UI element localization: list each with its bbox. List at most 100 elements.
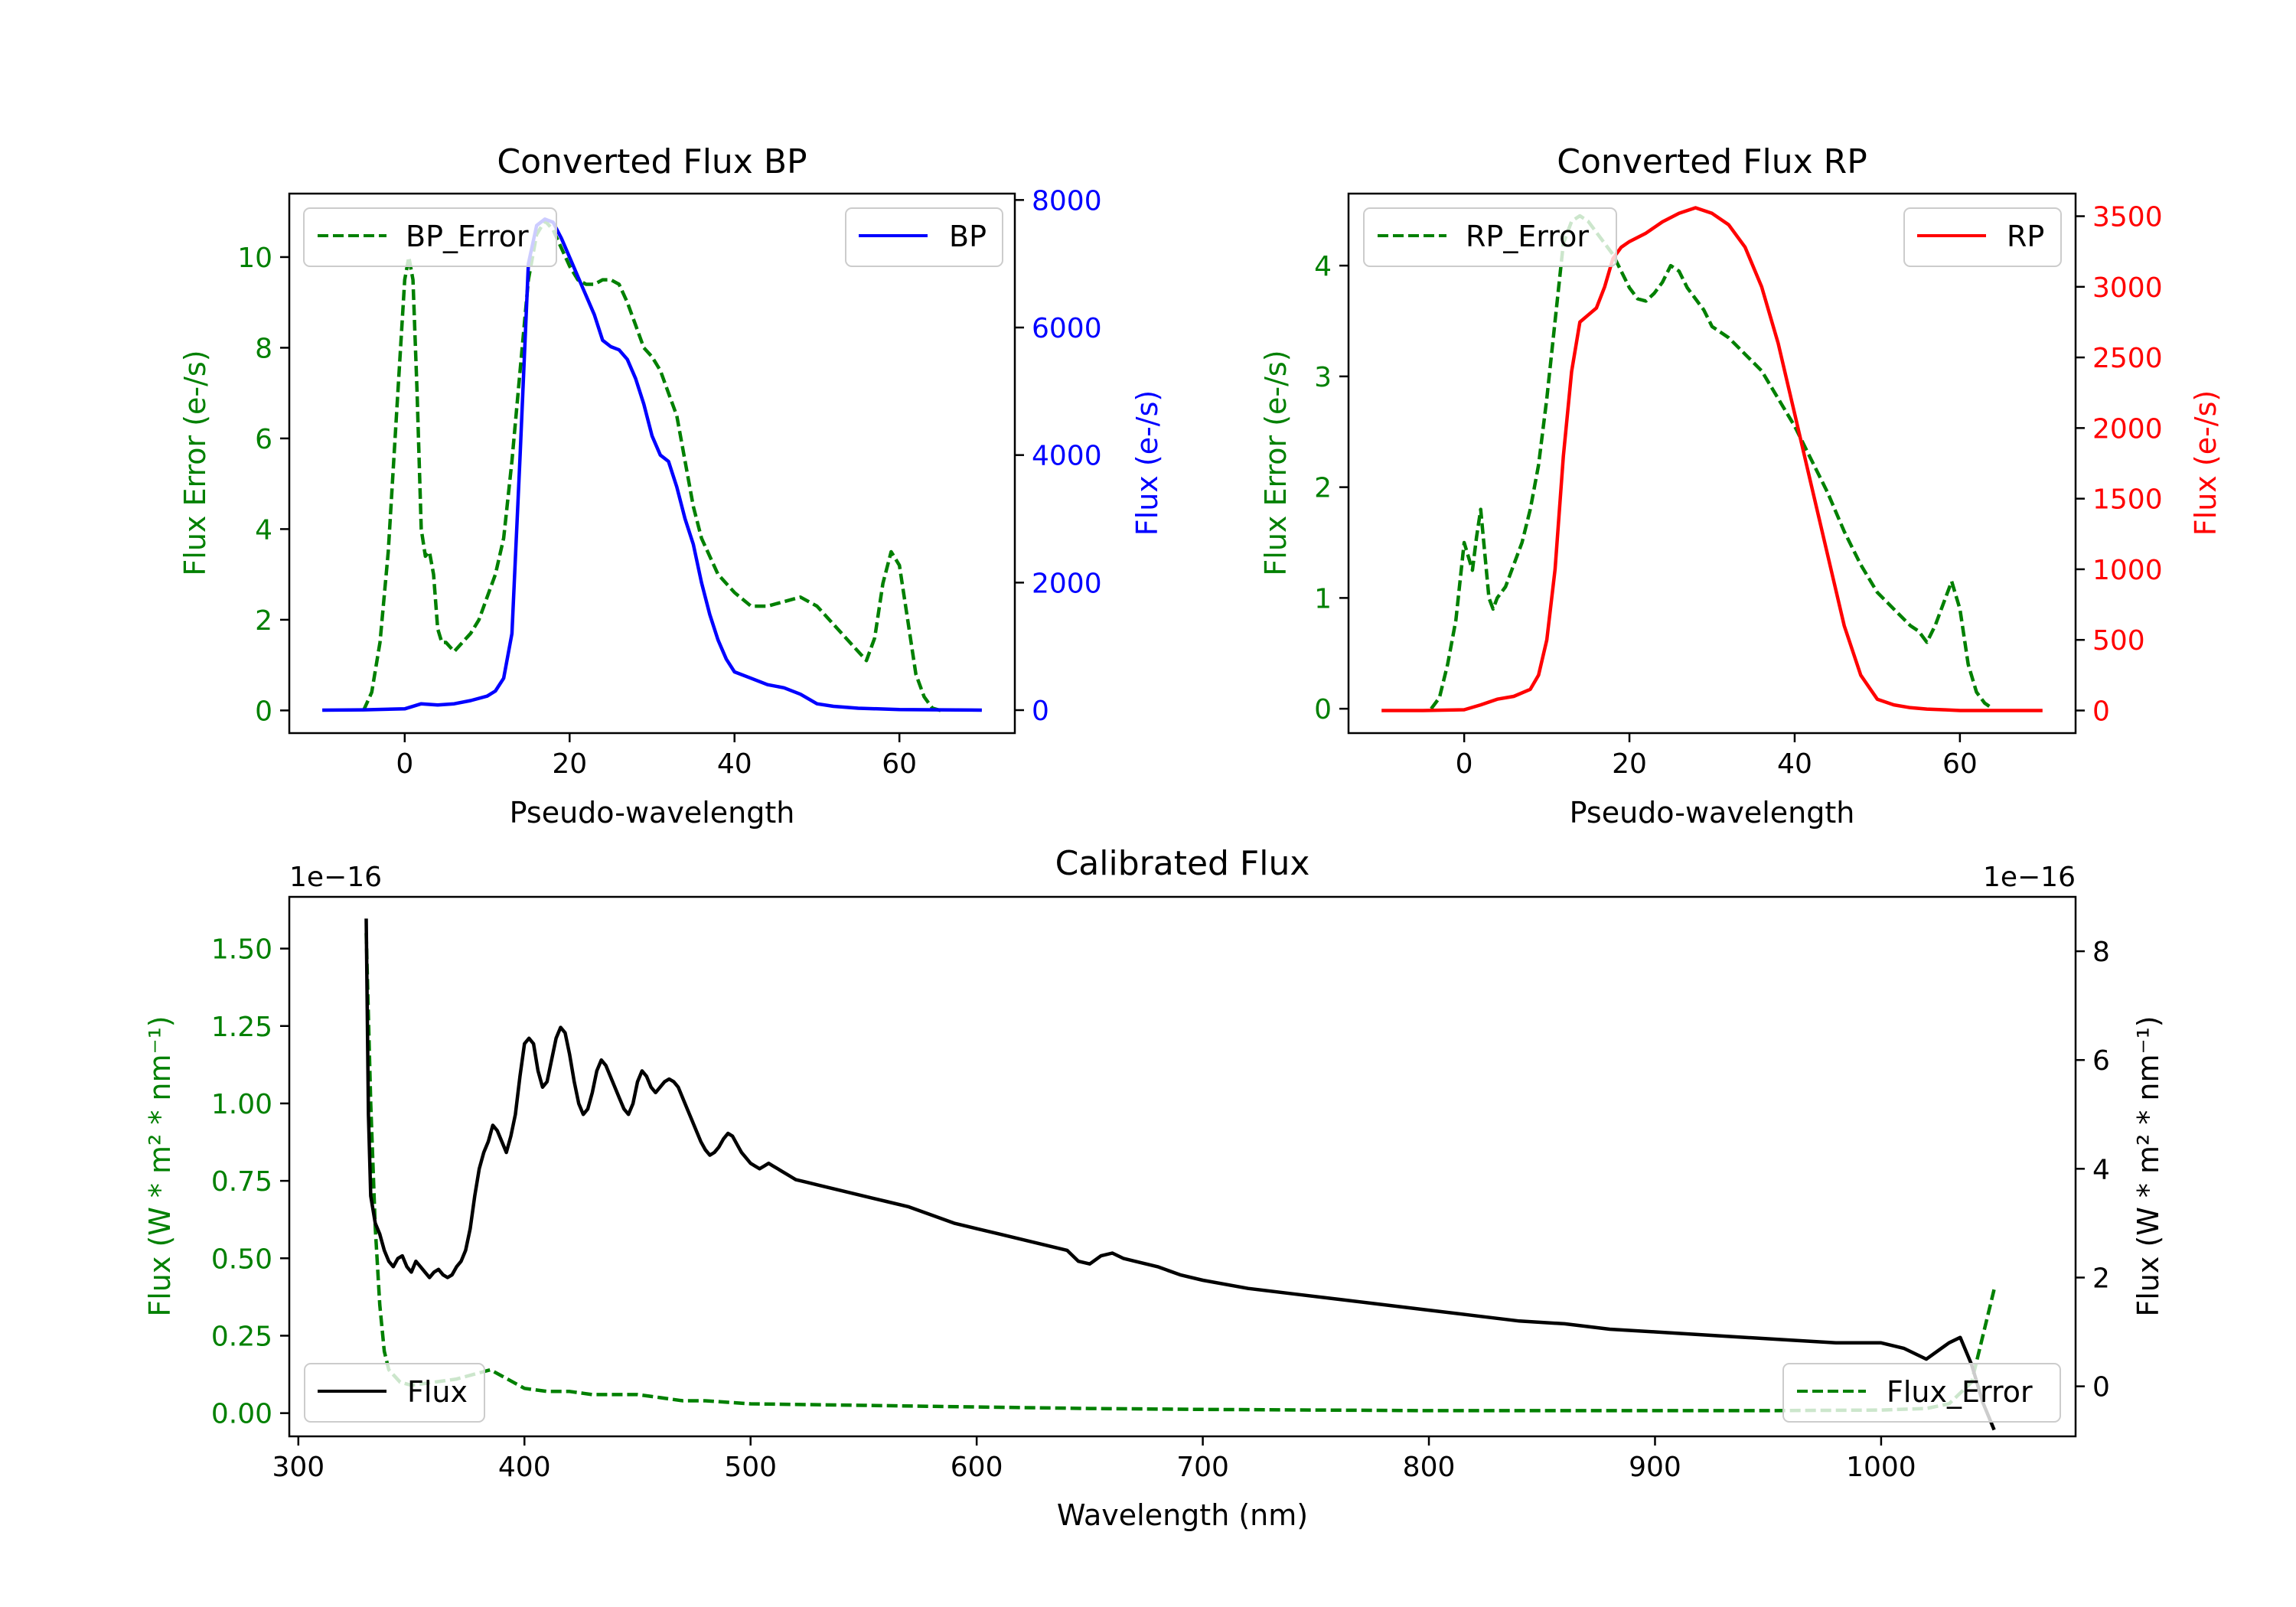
- cal-y-ticks: 0.00 0.25 0.50 0.75 1.00 1.25 1.50: [211, 934, 289, 1430]
- bp-y-tick-label: 10: [237, 243, 272, 274]
- bp-bp-error-line: [361, 219, 941, 712]
- cal-legend-right[interactable]: Flux_Error: [1782, 1363, 2061, 1423]
- cal-y2-tick-label: 8: [2092, 937, 2110, 968]
- bp-y2-tick-label: 0: [1032, 696, 1049, 727]
- rp-y-tick-label: 2: [1314, 473, 1332, 504]
- cal-y-tick-label: 1.25: [211, 1012, 272, 1043]
- flux-error-legend-label: Flux_Error: [1887, 1375, 2033, 1409]
- cal-y2-tick-label: 2: [2092, 1263, 2110, 1294]
- cal-x-ticks: 300 400 500 600 700 800 900 1000: [272, 1436, 1916, 1483]
- rp-y2-tick-label: 3000: [2092, 272, 2163, 304]
- bp-legend-label: BP: [949, 220, 987, 253]
- cal-y-tick-label: 0.50: [211, 1244, 272, 1275]
- bp-y-tick-label: 8: [255, 333, 272, 364]
- rp-xlabel: Pseudo-wavelength: [1570, 796, 1855, 830]
- bp-y2label: Flux (e-/s): [1130, 390, 1164, 536]
- bp-error-legend-label: BP_Error: [406, 220, 529, 253]
- bp-panel: Converted Flux BP 0 20 40 60 0 2 4 6 8 10 0 2000 4…: [178, 142, 1164, 830]
- rp-error-legend-label: RP_Error: [1466, 220, 1589, 253]
- cal-y-tick-label: 1.00: [211, 1089, 272, 1120]
- cal-x-tick-label: 700: [1176, 1452, 1229, 1483]
- cal-x-tick-label: 800: [1403, 1452, 1456, 1483]
- rp-y2-tick-label: 2000: [2092, 413, 2163, 445]
- rp-x-tick-label: 60: [1942, 748, 1978, 780]
- rp-legend-label: RP: [2007, 220, 2044, 253]
- cal-flux-error-line: [364, 933, 1996, 1413]
- bp-y-ticks: 0 2 4 6 8 10: [237, 243, 289, 727]
- rp-y-tick-label: 1: [1314, 583, 1332, 614]
- bp-y2-tick-label: 2000: [1032, 568, 1102, 599]
- bp-legend-right[interactable]: BP: [845, 207, 1003, 267]
- cal-x-tick-label: 600: [951, 1452, 1003, 1483]
- bp-y2-tick-label: 4000: [1032, 441, 1102, 472]
- cal-x-tick-label: 300: [272, 1452, 325, 1483]
- cal-x-tick-label: 1000: [1846, 1452, 1916, 1483]
- rp-x-tick-label: 40: [1777, 748, 1812, 780]
- cal-y-tick-label: 0.25: [211, 1321, 272, 1352]
- rp-title: Converted Flux RP: [1557, 142, 1867, 181]
- rp-y2label: Flux (e-/s): [2189, 390, 2223, 536]
- cal-plot-frame: [288, 895, 2077, 1438]
- rp-y-ticks: 0 1 2 3 4: [1314, 251, 1349, 725]
- bp-series: [322, 217, 982, 712]
- cal-y-tick-label: 0.00: [211, 1399, 272, 1430]
- rp-rp-line: [1381, 206, 2043, 712]
- rp-x-tick-label: 0: [1456, 748, 1473, 780]
- bp-y2-ticks: 0 2000 4000 6000 8000: [1015, 185, 1102, 727]
- rp-y2-tick-label: 0: [2092, 696, 2110, 727]
- rp-y-tick-label: 4: [1314, 251, 1332, 282]
- cal-x-tick-label: 400: [498, 1452, 551, 1483]
- rp-y-tick-label: 0: [1314, 694, 1332, 725]
- bp-legend-left[interactable]: BP_Error: [303, 207, 557, 267]
- calibrated-panel: Calibrated Flux 1e−16 1e−16 300 400 500 600…: [143, 844, 2165, 1532]
- cal-series: [364, 918, 1996, 1431]
- bp-plot-frame: [288, 192, 1016, 735]
- bp-bp-line: [322, 217, 982, 712]
- cal-y-tick-label: 0.75: [211, 1166, 272, 1198]
- flux-legend-label: Flux: [407, 1375, 468, 1409]
- bp-ylabel: Flux Error (e-/s): [178, 350, 212, 575]
- cal-legend-left[interactable]: Flux: [304, 1363, 485, 1423]
- cal-y2-tick-label: 6: [2092, 1045, 2110, 1077]
- bp-y-tick-label: 2: [255, 605, 272, 637]
- cal-y2-tick-label: 0: [2092, 1372, 2110, 1403]
- bp-y-tick-label: 6: [255, 424, 272, 455]
- rp-y2-tick-label: 500: [2092, 625, 2145, 657]
- bp-y-tick-label: 0: [255, 696, 272, 727]
- bp-xlabel: Pseudo-wavelength: [510, 796, 795, 830]
- rp-x-tick-label: 20: [1612, 748, 1647, 780]
- rp-legend-left[interactable]: RP_Error: [1363, 207, 1617, 267]
- bp-x-tick-label: 20: [552, 748, 587, 780]
- cal-x-tick-label: 900: [1629, 1452, 1681, 1483]
- rp-y2-ticks: 0 500 1000 1500 2000 2500 3000 3500: [2076, 202, 2163, 727]
- cal-ylabel: Flux (W * m² * nm⁻¹): [143, 1015, 177, 1316]
- rp-ylabel: Flux Error (e-/s): [1259, 350, 1293, 575]
- bp-x-tick-label: 40: [717, 748, 752, 780]
- bp-y2-tick-label: 6000: [1032, 313, 1102, 344]
- cal-y2-ticks: 0 2 4 6 8: [2076, 937, 2110, 1403]
- bp-x-tick-label: 0: [396, 748, 413, 780]
- bp-x-tick-label: 60: [882, 748, 917, 780]
- bp-y2-tick-label: 8000: [1032, 185, 1102, 217]
- rp-y2-tick-label: 3500: [2092, 202, 2163, 233]
- cal-title: Calibrated Flux: [1055, 844, 1310, 883]
- rp-rp-error-line: [1430, 214, 1994, 711]
- cal-y2-tick-label: 4: [2092, 1154, 2110, 1185]
- cal-x-tick-label: 500: [724, 1452, 777, 1483]
- rp-x-ticks: 0 20 40 60: [1456, 733, 1978, 780]
- cal-offset-right: 1e−16: [1983, 862, 2076, 893]
- bp-title: Converted Flux BP: [497, 142, 807, 181]
- cal-flux-line: [364, 918, 1996, 1431]
- cal-offset-left: 1e−16: [289, 862, 382, 893]
- cal-xlabel: Wavelength (nm): [1057, 1498, 1308, 1532]
- rp-y2-tick-label: 1500: [2092, 484, 2163, 516]
- rp-legend-right[interactable]: RP: [1903, 207, 2062, 267]
- rp-y-tick-label: 3: [1314, 362, 1332, 393]
- rp-series: [1381, 206, 2043, 712]
- cal-y-tick-label: 1.50: [211, 934, 272, 966]
- rp-plot-frame: [1347, 192, 2077, 735]
- rp-panel: Converted Flux RP 0 20 40 60 0 1 2 3 4 0 500 1000…: [1259, 142, 2223, 830]
- rp-y2-tick-label: 2500: [2092, 343, 2163, 374]
- bp-x-ticks: 0 20 40 60: [396, 733, 917, 780]
- cal-y2label: Flux (W * m² * nm⁻¹): [2131, 1015, 2165, 1316]
